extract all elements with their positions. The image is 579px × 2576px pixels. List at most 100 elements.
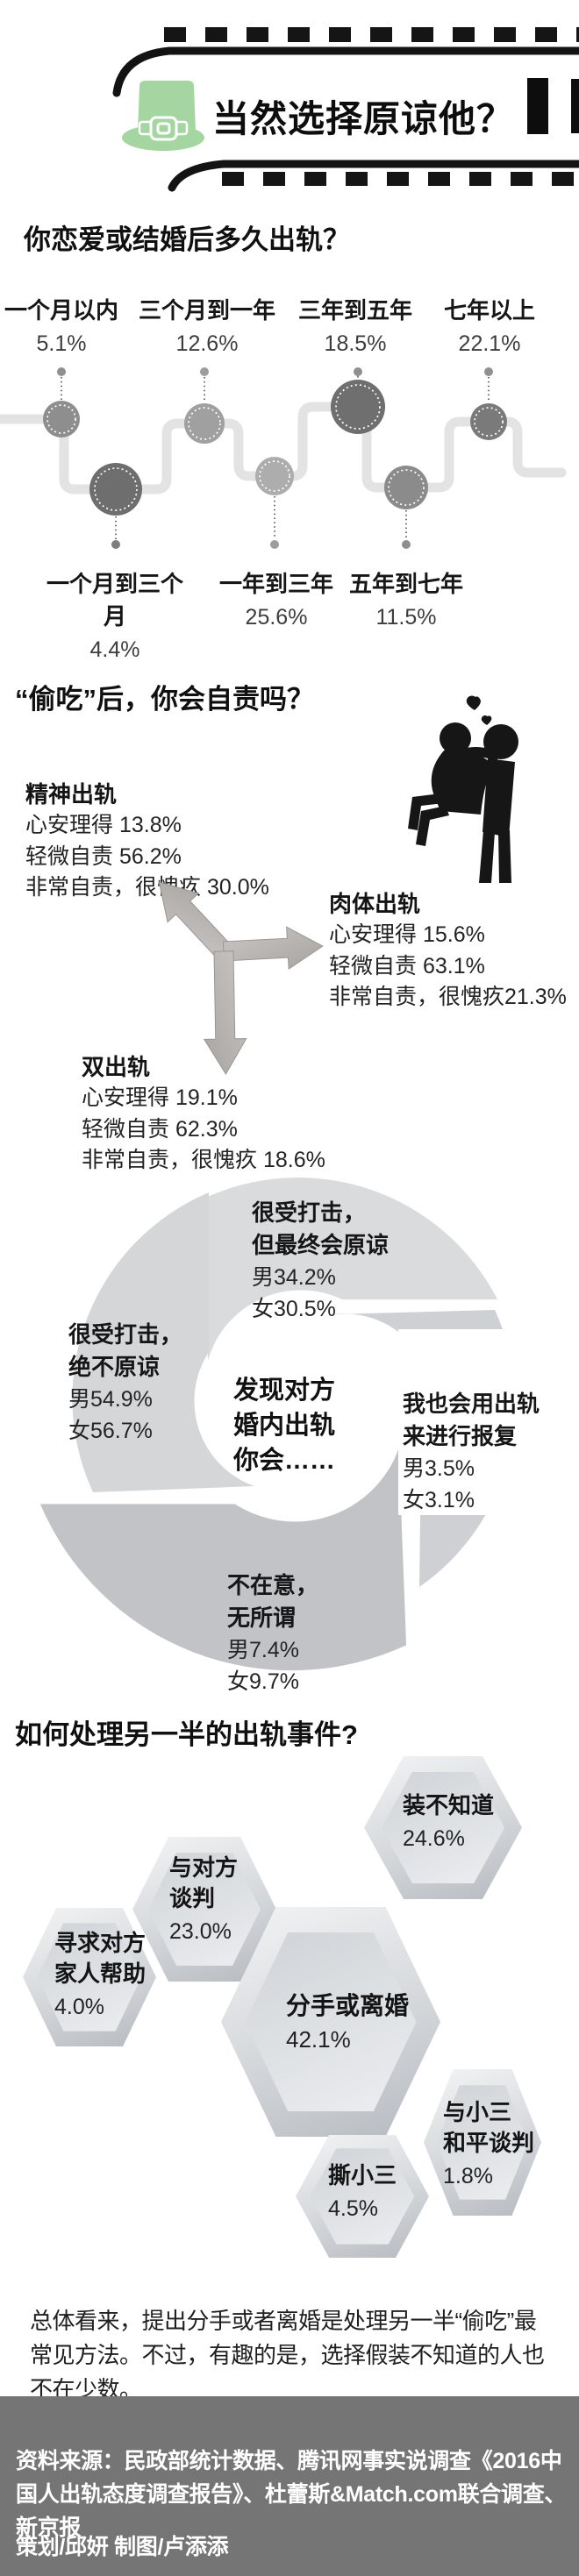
hex-label: 和平谈判 bbox=[443, 2130, 535, 2156]
pinwheel-seg-revenge: 我也会用出轨 来进行报复 男3.5% 女3.1% bbox=[403, 1388, 540, 1516]
woman-arm bbox=[447, 747, 500, 762]
pinwheel-chart bbox=[39, 1178, 561, 1671]
hex-value: 23.0% bbox=[169, 1919, 232, 1944]
segment-male-value: 男7.4% bbox=[227, 1638, 299, 1662]
group-line: 轻微自责 63.1% bbox=[329, 953, 485, 978]
woman-leg bbox=[408, 793, 444, 830]
hex-label: 寻求对方 bbox=[54, 1930, 147, 1956]
hex-label: 家人帮助 bbox=[54, 1960, 147, 1987]
center-line: 你会…… bbox=[233, 1447, 336, 1475]
timeline-circle-5.1 bbox=[43, 401, 80, 438]
pinwheel-blade-bottom bbox=[39, 1448, 407, 1671]
center-line: 婚内出轨 bbox=[233, 1412, 336, 1440]
timeline-label: 一个月到三个月 bbox=[46, 571, 183, 630]
group-label: 肉体出轨 bbox=[329, 891, 421, 917]
segment-label: 来进行报复 bbox=[403, 1423, 518, 1449]
hex-label: 撕小三 bbox=[328, 2162, 397, 2188]
segment-label: 很受打击， bbox=[68, 1321, 183, 1348]
timeline-value: 25.6% bbox=[245, 605, 308, 630]
timeline-top-label-3: 七年以上 22.1% bbox=[415, 293, 564, 357]
man-leg bbox=[479, 830, 495, 883]
hex-text-negotiate: 与对方 谈判 23.0% bbox=[169, 1853, 238, 1945]
man-arm bbox=[446, 769, 496, 799]
hexagon-bevel bbox=[37, 1923, 142, 2032]
segment-label: 绝不原谅 bbox=[68, 1354, 161, 1380]
timeline-top-label-2: 三年到五年 18.5% bbox=[281, 293, 430, 357]
segment-male-value: 男54.9% bbox=[68, 1387, 153, 1412]
footer-source: 资料来源：民政部统计数据、腾讯网事实说调查《2016中国人出轨态度调查报告》、杜… bbox=[16, 2449, 567, 2540]
q2-title: “偷吃”后，你会自责吗？ bbox=[15, 684, 314, 715]
pinwheel-seg-forgive: 很受打击， 但最终会原谅 男34.2% 女30.5% bbox=[252, 1197, 389, 1325]
pinwheel-blade-left bbox=[72, 1192, 255, 1492]
hex-label: 装不知道 bbox=[403, 1792, 495, 1818]
footer-credits: 策划/邱妍 制图/卢添添 bbox=[16, 2535, 229, 2559]
timeline-bottom-label-2: 五年到七年 11.5% bbox=[332, 566, 481, 630]
hex-text-fight-mistress: 撕小三 4.5% bbox=[328, 2160, 397, 2222]
woman-body bbox=[431, 747, 495, 815]
group-double: 双出轨 心安理得 19.1% 轻微自责 62.3% 非常自责，很愧疚 18.6% bbox=[82, 1051, 325, 1177]
group-line: 非常自责，很愧疚 30.0% bbox=[25, 875, 269, 900]
man-leg bbox=[498, 830, 511, 883]
q1-title: 你恋爱或结婚后多久出轨？ bbox=[24, 224, 350, 255]
timeline-top-label-0: 一个月以内 5.1% bbox=[0, 293, 136, 357]
hex-text-pretend: 装不知道 24.6% bbox=[403, 1790, 494, 1852]
rail-top-line bbox=[112, 46, 579, 97]
segment-female-value: 女9.7% bbox=[227, 1669, 299, 1694]
page-title: 当然选择原谅他？ bbox=[212, 98, 515, 139]
hat-buckle-hole bbox=[156, 122, 171, 135]
pinwheel-seg-never: 很受打击， 绝不原谅 男54.9% 女56.7% bbox=[68, 1319, 182, 1447]
header-rails bbox=[112, 46, 579, 192]
timeline-label: 一年到三年 bbox=[218, 571, 333, 597]
center-line: 发现对方 bbox=[233, 1377, 336, 1405]
hex-label: 分手或离婚 bbox=[286, 1992, 410, 2019]
top-hat-icon bbox=[122, 81, 204, 151]
timeline-bottom-label-1: 一年到三年 25.6% bbox=[202, 566, 351, 630]
timeline-label: 五年到七年 bbox=[348, 571, 463, 597]
timeline-value: 5.1% bbox=[36, 331, 87, 356]
segment-female-value: 女56.7% bbox=[68, 1419, 153, 1443]
woman-leg bbox=[416, 806, 449, 846]
heart-icon-small bbox=[481, 715, 492, 725]
group-label: 精神出轨 bbox=[25, 781, 118, 808]
title-edge-mark bbox=[571, 79, 579, 133]
connector-dot bbox=[200, 367, 209, 376]
hex-value: 42.1% bbox=[286, 2026, 351, 2053]
arrow-right bbox=[222, 926, 324, 971]
hex-label: 谈判 bbox=[169, 1885, 216, 1911]
timeline-value: 12.6% bbox=[175, 331, 239, 356]
group-spiritual: 精神出轨 心安理得 13.8% 轻微自责 56.2% 非常自责，很愧疚 30.0… bbox=[25, 779, 269, 904]
pinwheel-center-question: 发现对方 婚内出轨 你会…… bbox=[233, 1373, 335, 1478]
connector-dot bbox=[111, 540, 120, 549]
group-line: 轻微自责 56.2% bbox=[25, 843, 182, 869]
arrow-down bbox=[203, 950, 247, 1075]
segment-label: 我也会用出轨 bbox=[403, 1391, 540, 1417]
film-strip-dashes-bottom bbox=[222, 172, 579, 186]
snake-path bbox=[0, 402, 567, 495]
connector-dot bbox=[270, 540, 279, 549]
timeline-bottom-label-0: 一个月到三个月 4.4% bbox=[40, 566, 189, 663]
timeline-value: 4.4% bbox=[89, 637, 140, 662]
timeline-value: 22.1% bbox=[458, 331, 521, 356]
rail-bottom-line bbox=[168, 160, 579, 192]
timeline-circle-18.5 bbox=[331, 380, 385, 434]
timeline-circle-11.5 bbox=[384, 466, 428, 509]
hex-text-peace-talk: 与小三 和平谈判 1.8% bbox=[443, 2097, 534, 2189]
group-line: 轻微自责 62.3% bbox=[82, 1116, 238, 1142]
group-line: 心安理得 19.1% bbox=[82, 1085, 238, 1110]
hex-value: 4.5% bbox=[328, 2196, 378, 2221]
timeline-circle-25.6 bbox=[255, 457, 294, 495]
segment-male-value: 男3.5% bbox=[403, 1456, 475, 1481]
couple-icon bbox=[408, 695, 518, 883]
snake-timeline-chart bbox=[0, 367, 567, 549]
film-strip-dashes-top bbox=[164, 27, 579, 42]
segment-female-value: 女3.1% bbox=[403, 1488, 475, 1512]
group-label: 双出轨 bbox=[82, 1054, 151, 1080]
hexagon-bevel bbox=[381, 1771, 505, 1884]
timeline-label: 一个月以内 bbox=[4, 297, 118, 324]
timeline-top-label-1: 三个月到一年 12.6% bbox=[132, 293, 282, 357]
hex-value: 24.6% bbox=[403, 1826, 465, 1851]
heart-icon bbox=[466, 695, 481, 710]
pinwheel-blade-top bbox=[202, 1178, 497, 1361]
segment-label: 无所谓 bbox=[227, 1605, 297, 1631]
